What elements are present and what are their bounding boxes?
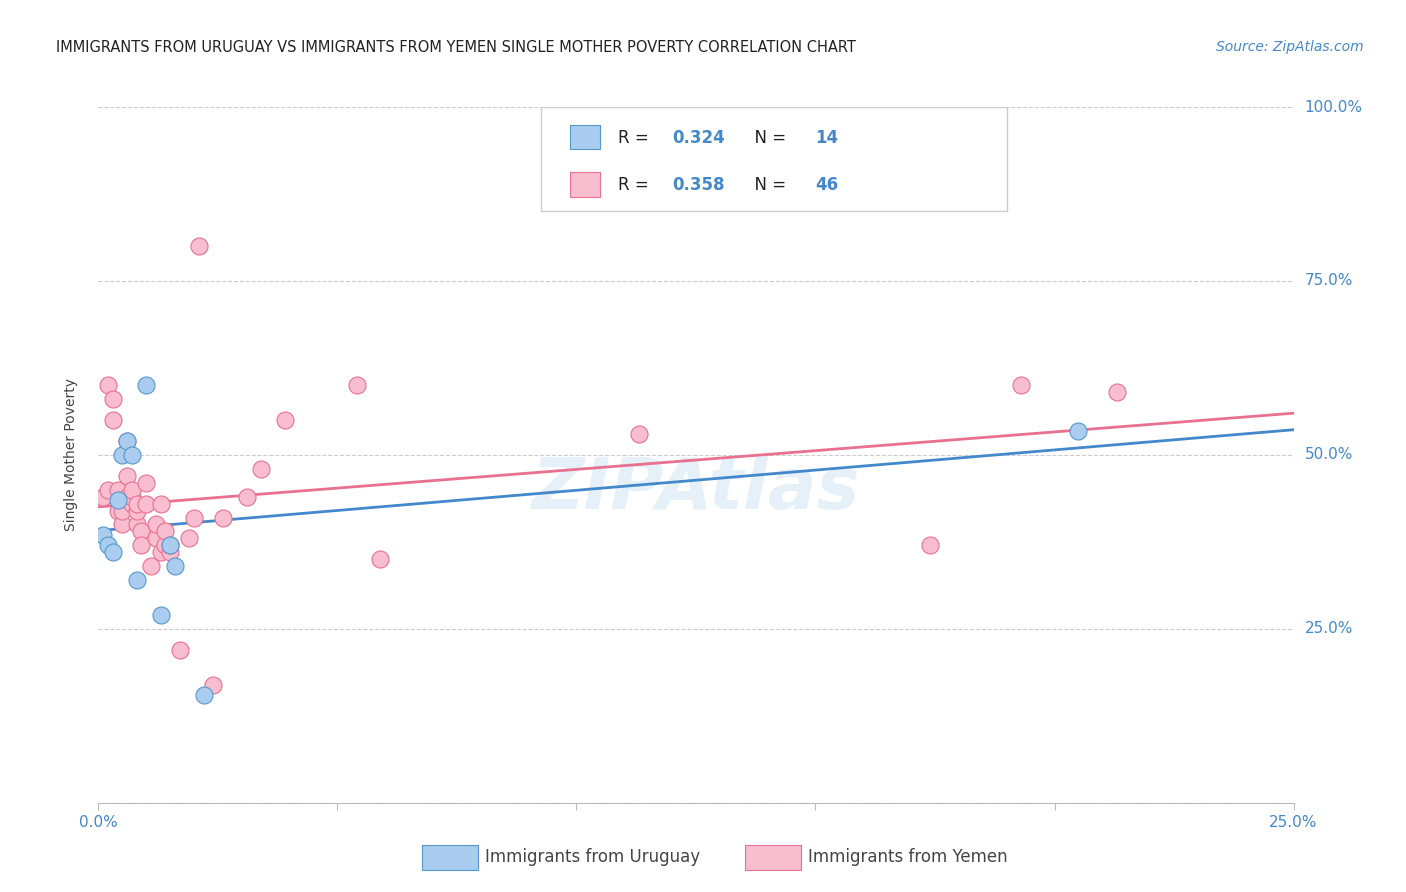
Text: Source: ZipAtlas.com: Source: ZipAtlas.com — [1216, 40, 1364, 54]
Text: 0.324: 0.324 — [672, 128, 725, 146]
Point — [179, 532, 201, 546]
Text: 14: 14 — [815, 128, 838, 146]
Point — [131, 538, 153, 552]
Point — [111, 517, 134, 532]
Point — [145, 517, 167, 532]
Point — [107, 503, 129, 517]
Point — [121, 490, 143, 504]
Point — [250, 462, 273, 476]
Point — [155, 524, 177, 539]
Point — [115, 434, 138, 448]
Point — [107, 493, 129, 508]
Text: 50.0%: 50.0% — [1305, 448, 1353, 462]
Point — [135, 497, 157, 511]
FancyBboxPatch shape — [571, 172, 600, 196]
Point — [125, 573, 148, 587]
Point — [1067, 424, 1090, 438]
Point — [131, 524, 153, 539]
Point — [235, 490, 257, 504]
Point — [139, 559, 162, 574]
Text: IMMIGRANTS FROM URUGUAY VS IMMIGRANTS FROM YEMEN SINGLE MOTHER POVERTY CORRELATI: IMMIGRANTS FROM URUGUAY VS IMMIGRANTS FR… — [56, 40, 856, 55]
Y-axis label: Single Mother Poverty: Single Mother Poverty — [63, 378, 77, 532]
Point — [159, 545, 181, 559]
Text: R =: R = — [619, 128, 654, 146]
Point — [346, 378, 368, 392]
Point — [370, 552, 392, 566]
Point — [169, 642, 191, 657]
Text: ZIPAtlas: ZIPAtlas — [531, 455, 860, 524]
Point — [183, 510, 205, 524]
Point — [135, 475, 157, 490]
Text: Immigrants from Uruguay: Immigrants from Uruguay — [485, 848, 700, 866]
Point — [159, 538, 181, 552]
Point — [121, 448, 143, 462]
Point — [125, 503, 148, 517]
Point — [97, 483, 120, 497]
Text: 75.0%: 75.0% — [1305, 274, 1353, 288]
Point — [125, 497, 148, 511]
Point — [97, 538, 120, 552]
Text: R =: R = — [619, 176, 654, 194]
Point — [920, 538, 942, 552]
Point — [149, 607, 172, 622]
Point — [627, 427, 650, 442]
Point — [91, 528, 114, 542]
Point — [274, 413, 297, 427]
Point — [101, 392, 124, 407]
Text: Immigrants from Yemen: Immigrants from Yemen — [808, 848, 1008, 866]
Point — [1105, 385, 1128, 400]
Point — [149, 497, 172, 511]
Point — [159, 538, 181, 552]
Point — [121, 483, 143, 497]
Point — [187, 239, 209, 253]
Text: 100.0%: 100.0% — [1305, 100, 1362, 114]
Point — [155, 538, 177, 552]
Text: N =: N = — [744, 128, 792, 146]
Point — [115, 434, 138, 448]
Point — [111, 448, 134, 462]
Point — [115, 468, 138, 483]
Point — [107, 483, 129, 497]
Text: 46: 46 — [815, 176, 838, 194]
Point — [115, 490, 138, 504]
Point — [193, 688, 215, 702]
Point — [1010, 378, 1032, 392]
Point — [211, 510, 233, 524]
Point — [125, 517, 148, 532]
FancyBboxPatch shape — [571, 125, 600, 150]
Point — [121, 497, 143, 511]
Point — [111, 503, 134, 517]
FancyBboxPatch shape — [540, 107, 1007, 211]
Point — [163, 559, 186, 574]
Point — [97, 378, 120, 392]
Point — [135, 378, 157, 392]
Text: 25.0%: 25.0% — [1305, 622, 1353, 636]
Text: N =: N = — [744, 176, 792, 194]
Point — [91, 490, 114, 504]
Text: 0.358: 0.358 — [672, 176, 724, 194]
Point — [149, 545, 172, 559]
Point — [101, 545, 124, 559]
Point — [202, 677, 225, 691]
Point — [101, 413, 124, 427]
Point — [145, 532, 167, 546]
